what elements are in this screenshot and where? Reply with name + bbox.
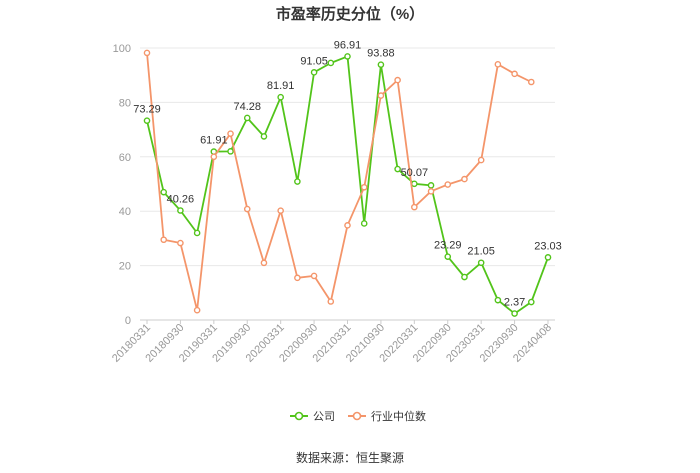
series-2-point — [210, 153, 218, 161]
y-tick-label: 40 — [119, 206, 131, 218]
legend-marker — [352, 411, 362, 421]
data-label: 21.05 — [467, 246, 495, 258]
series-2-point — [511, 70, 518, 78]
series-2-point — [177, 239, 184, 247]
legend-item-label: 公司 — [313, 411, 335, 423]
series-2-point — [143, 49, 151, 57]
series-1-point — [427, 182, 435, 189]
data-label: 2.37 — [504, 297, 525, 309]
data-label: 93.88 — [367, 48, 395, 60]
series-1-point — [360, 220, 368, 227]
series-layer — [143, 49, 552, 317]
series-1-point — [277, 93, 284, 101]
series-2-point — [360, 183, 368, 191]
series-line-2 — [146, 52, 532, 312]
data-label: 23.03 — [534, 240, 562, 252]
series-1-point — [394, 165, 401, 173]
series-2-point — [394, 76, 401, 84]
series-1-point — [294, 178, 301, 185]
series-2-point — [193, 306, 201, 314]
series-1-point — [511, 310, 518, 317]
series-2-point — [344, 222, 351, 229]
series-2-point — [243, 205, 251, 213]
data-label: 81.91 — [267, 80, 295, 92]
y-tick-label: 60 — [119, 152, 131, 164]
series-2-point — [294, 274, 301, 282]
series-1-point — [143, 117, 151, 124]
series-1-point — [327, 59, 335, 67]
series-1-point — [477, 259, 485, 267]
series-2-point — [277, 207, 284, 214]
data-label: 91.05 — [300, 55, 328, 67]
series-1-point — [527, 298, 535, 306]
series-2-point — [260, 259, 268, 267]
data-label: 61.91 — [200, 135, 228, 147]
chart-title: 市盈率历史分位（%） — [276, 5, 424, 23]
data-label: 96.91 — [334, 39, 362, 51]
series-2-point — [444, 181, 452, 188]
series-2-point — [477, 156, 485, 164]
series-1-point — [411, 180, 418, 188]
series-1-point — [494, 296, 502, 304]
data-source: 数据来源：恒生聚源 — [296, 450, 404, 465]
series-1-point — [177, 207, 184, 214]
series-2-point — [527, 78, 535, 86]
label-layer: 73.29 40.26 61.91 74.28 81.91 91.05 96.91 93.88… — [133, 39, 562, 308]
series-2-point — [411, 203, 418, 211]
series-2-point — [327, 298, 335, 305]
series-2-point — [494, 61, 502, 68]
data-label: 73.29 — [133, 104, 161, 116]
y-tick-label: 80 — [119, 97, 131, 109]
series-line-1 — [146, 55, 549, 315]
y-tick-label: 20 — [119, 261, 131, 273]
y-tick-label: 0 — [125, 315, 131, 327]
series-1-point — [344, 53, 351, 60]
series-2-point — [427, 188, 435, 195]
series-1-point — [243, 114, 251, 122]
series-1-point — [227, 148, 234, 155]
series-1-point — [310, 69, 318, 76]
series-2-point — [227, 130, 234, 137]
series-1-point — [377, 61, 385, 68]
legend-marker — [294, 411, 304, 421]
series-1-point — [461, 273, 468, 281]
legend-item-label: 行业中位数 — [371, 409, 426, 423]
series-1-point — [444, 253, 452, 260]
series-2-point — [377, 92, 385, 99]
data-label: 50.07 — [401, 167, 429, 179]
series-1-point — [160, 188, 168, 196]
series-2-point — [461, 175, 468, 183]
series-1-point — [544, 254, 552, 261]
grid-layer — [140, 47, 555, 321]
series-2-point — [160, 236, 168, 244]
series-1-point — [260, 133, 268, 140]
data-label: 74.28 — [233, 101, 261, 113]
legend: 公司 行业中位数 — [290, 409, 426, 423]
y-tick-label: 100 — [113, 43, 131, 55]
series-1-point — [193, 229, 201, 237]
data-label: 23.29 — [434, 240, 462, 252]
series-2-point — [310, 272, 318, 280]
data-label: 40.26 — [167, 193, 195, 205]
